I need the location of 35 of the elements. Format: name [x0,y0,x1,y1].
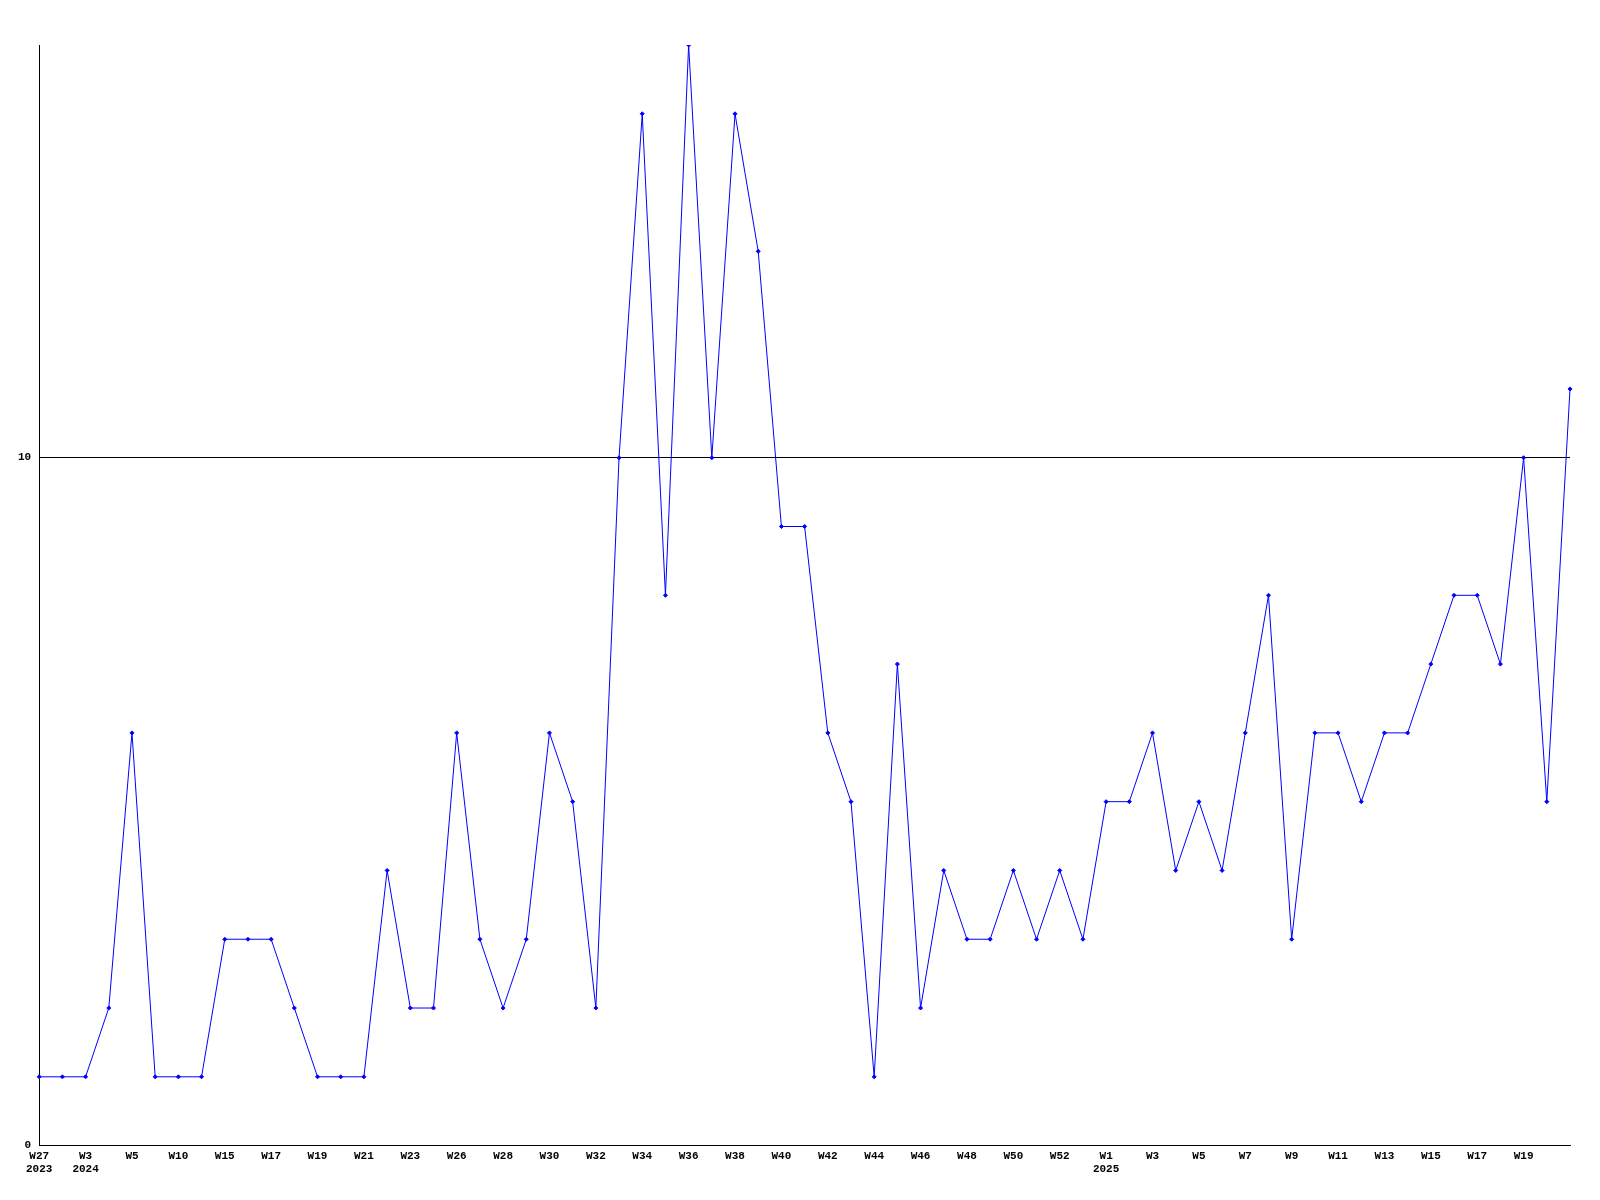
x-tick-label: W38 [725,1149,746,1162]
x-tick-label: W34 [632,1149,653,1162]
x-tick-label: W7 [1238,1149,1252,1162]
x-tick-label: W5 [1192,1149,1206,1162]
x-tick-label: W15 [1420,1149,1442,1162]
x-tick-label: W21 [354,1149,375,1162]
x-tick-label: W36 [678,1149,699,1162]
x-tick-label: W11 [1328,1149,1349,1162]
x-tick-label: W42 [817,1149,838,1162]
x-tick-label: W17 [1467,1149,1488,1162]
x-tick-label: W23 [400,1149,421,1162]
x-tick-label: W19 [1513,1149,1534,1162]
x-tick-label: W15 [214,1149,236,1162]
x-tick-label: W19 [307,1149,328,1162]
x-tick-label: W28 [493,1149,514,1162]
y-tick-label: 10 [18,451,32,464]
x-tick-label: W5 [125,1149,139,1162]
x-tick-label: W46 [910,1149,931,1162]
x-tick-label: W10 [168,1149,189,1162]
x-tick-label: W9 [1285,1149,1299,1162]
x-tick-label: W27 2023 [26,1149,53,1176]
x-tick-label: W32 [585,1149,606,1162]
x-tick-label: W13 [1374,1149,1395,1162]
x-tick-label: W52 [1049,1149,1070,1162]
x-tick-label: W40 [771,1149,792,1162]
x-tick-label: W3 [1145,1149,1160,1162]
y-tick-label: 0 [24,1139,32,1152]
x-tick-label: W30 [539,1149,560,1162]
x-tick-label: W26 [446,1149,467,1162]
x-tick-label: W44 [864,1149,885,1162]
x-tick-label: W50 [1003,1149,1024,1162]
x-tick-label: W17 [261,1149,282,1162]
x-tick-label: W48 [957,1149,978,1162]
x-tick-label: W3 2024 [72,1149,100,1176]
x-tick-label: W1 2025 [1092,1149,1120,1176]
